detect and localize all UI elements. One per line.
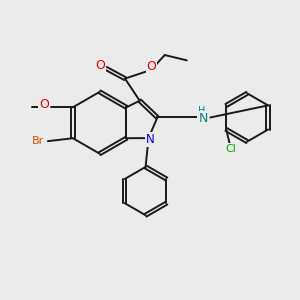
Text: N: N [146, 133, 154, 146]
Text: O: O [96, 59, 106, 72]
Text: H: H [198, 106, 206, 116]
Text: O: O [39, 98, 49, 111]
Text: N: N [198, 112, 208, 125]
Text: Br: Br [32, 136, 44, 146]
Text: O: O [146, 60, 156, 73]
Text: Cl: Cl [225, 144, 236, 154]
